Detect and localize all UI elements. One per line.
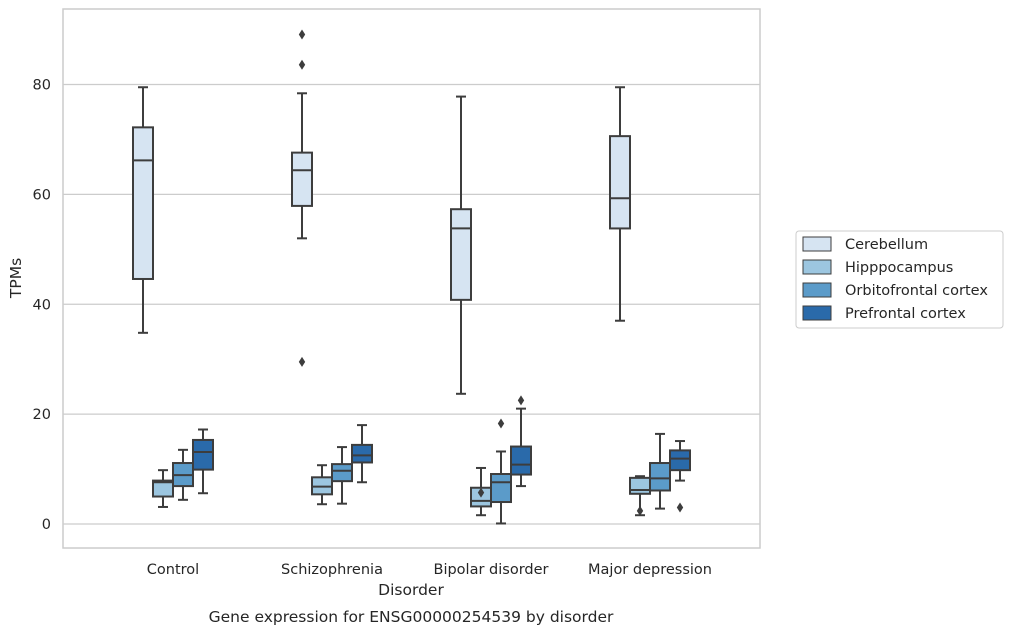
outlier-point <box>298 29 306 40</box>
outlier-point <box>497 418 505 429</box>
outlier-point <box>298 356 306 367</box>
x-tick-label: Major depression <box>588 562 712 578</box>
y-tick-label: 80 <box>33 78 51 94</box>
legend-swatch <box>802 236 832 252</box>
box-rect <box>450 208 472 301</box>
plot-frame <box>62 8 761 549</box>
outlier-point <box>517 395 525 406</box>
box-rect <box>669 449 691 472</box>
box-rect <box>132 126 154 280</box>
y-tick-label: 20 <box>33 407 51 423</box>
legend: Cerebellum Hipppocampus Orbitofrontal cort… <box>795 230 1004 329</box>
grid-lines <box>63 83 760 525</box>
outlier-point <box>676 502 684 513</box>
box-rect <box>649 462 671 492</box>
outlier-point <box>636 505 644 516</box>
box-groups <box>132 29 691 525</box>
x-tick-label: Schizophrenia <box>281 562 383 578</box>
box-rect <box>351 443 373 464</box>
legend-swatch <box>802 305 832 321</box>
x-tick-labels: Control Schizophrenia Bipolar disorder Majo… <box>147 562 712 578</box>
legend-frame <box>795 230 1004 329</box>
box-rect <box>510 445 532 476</box>
plot-background <box>63 9 760 548</box>
box-rect <box>192 438 214 471</box>
y-axis-label: TPMs <box>7 258 25 299</box>
legend-label: Hipppocampus <box>845 260 953 276</box>
x-axis-label: Disorder <box>378 581 444 599</box>
legend-swatch <box>802 259 832 275</box>
box-rect <box>291 151 313 207</box>
box-rect <box>152 479 174 498</box>
legend-label: Cerebellum <box>845 237 928 253</box>
y-tick-label: 60 <box>33 187 51 203</box>
x-tick-label: Bipolar disorder <box>434 562 549 578</box>
box-rect <box>609 135 631 230</box>
legend-label: Prefrontal cortex <box>845 306 966 322</box>
legend-label: Orbitofrontal cortex <box>845 283 988 299</box>
x-tick-label: Control <box>147 562 199 578</box>
legend-swatch <box>802 282 832 298</box>
y-tick-label: 0 <box>42 517 51 533</box>
outlier-point <box>298 59 306 70</box>
chart-title: Gene expression for ENSG00000254539 by d… <box>209 608 614 626</box>
box-rect <box>629 476 651 495</box>
y-tick-labels: 0 20 40 60 80 <box>33 78 51 534</box>
outlier-point <box>477 487 485 498</box>
box-rect <box>331 463 353 483</box>
y-tick-label: 40 <box>33 297 51 313</box>
box-rect <box>490 473 512 504</box>
